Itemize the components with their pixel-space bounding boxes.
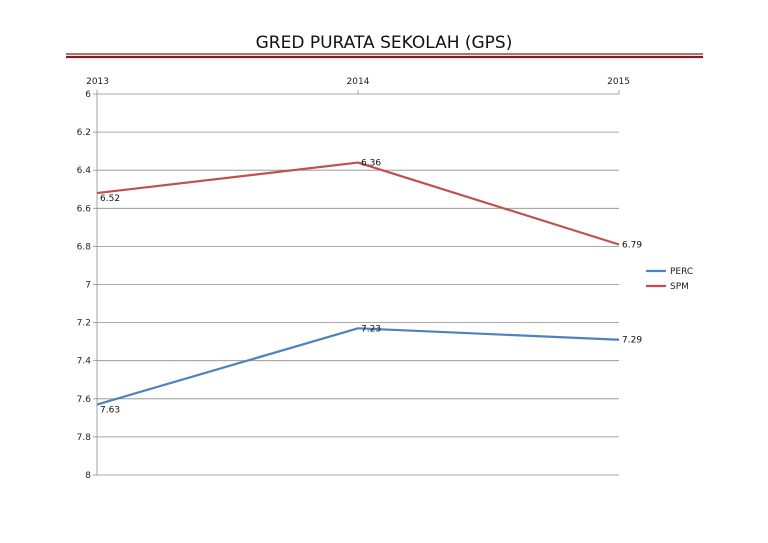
data-label: 6.52 bbox=[100, 194, 120, 204]
chart-title: GRED PURATA SEKOLAH (GPS) bbox=[256, 33, 513, 53]
y-tick-label: 6.6 bbox=[77, 204, 92, 214]
legend: PERC SPM bbox=[646, 267, 693, 292]
data-label: 6.79 bbox=[622, 240, 642, 250]
data-label: 7.23 bbox=[361, 324, 381, 334]
y-tick-label: 6.4 bbox=[77, 166, 92, 176]
data-label: 7.63 bbox=[100, 406, 120, 416]
x-tick-label: 2013 bbox=[86, 77, 109, 87]
x-tick-label: 2014 bbox=[347, 77, 370, 87]
x-tick-label: 2015 bbox=[607, 77, 630, 87]
data-label: 6.36 bbox=[361, 159, 381, 169]
y-tick-label: 7.4 bbox=[77, 357, 92, 367]
y-tick-label: 7.2 bbox=[77, 319, 91, 329]
series-line-spm bbox=[96, 161, 620, 246]
series: 7.63 7.23 7.29 6.52 6.36 6.79 bbox=[96, 159, 642, 416]
title-underline bbox=[66, 53, 703, 59]
y-tick-label: 7.6 bbox=[77, 395, 92, 405]
y-tick-label: 7 bbox=[85, 281, 91, 291]
y-tick-label: 6 bbox=[85, 90, 91, 100]
y-tick-label: 6.8 bbox=[77, 242, 92, 252]
y-tick-label: 8 bbox=[85, 471, 91, 481]
series-line-perc bbox=[96, 327, 620, 406]
legend-label-spm: SPM bbox=[670, 282, 689, 292]
data-label: 7.29 bbox=[622, 336, 642, 346]
y-tick-label: 7.8 bbox=[77, 433, 92, 443]
legend-label-perc: PERC bbox=[670, 267, 693, 277]
y-tick-label: 6.2 bbox=[77, 128, 91, 138]
axes: 6 6.2 6.4 6.6 6.8 7 7.2 7.4 7.6 7.8 8 2013 2014 2015 bbox=[77, 77, 630, 481]
gridlines bbox=[97, 93, 619, 476]
